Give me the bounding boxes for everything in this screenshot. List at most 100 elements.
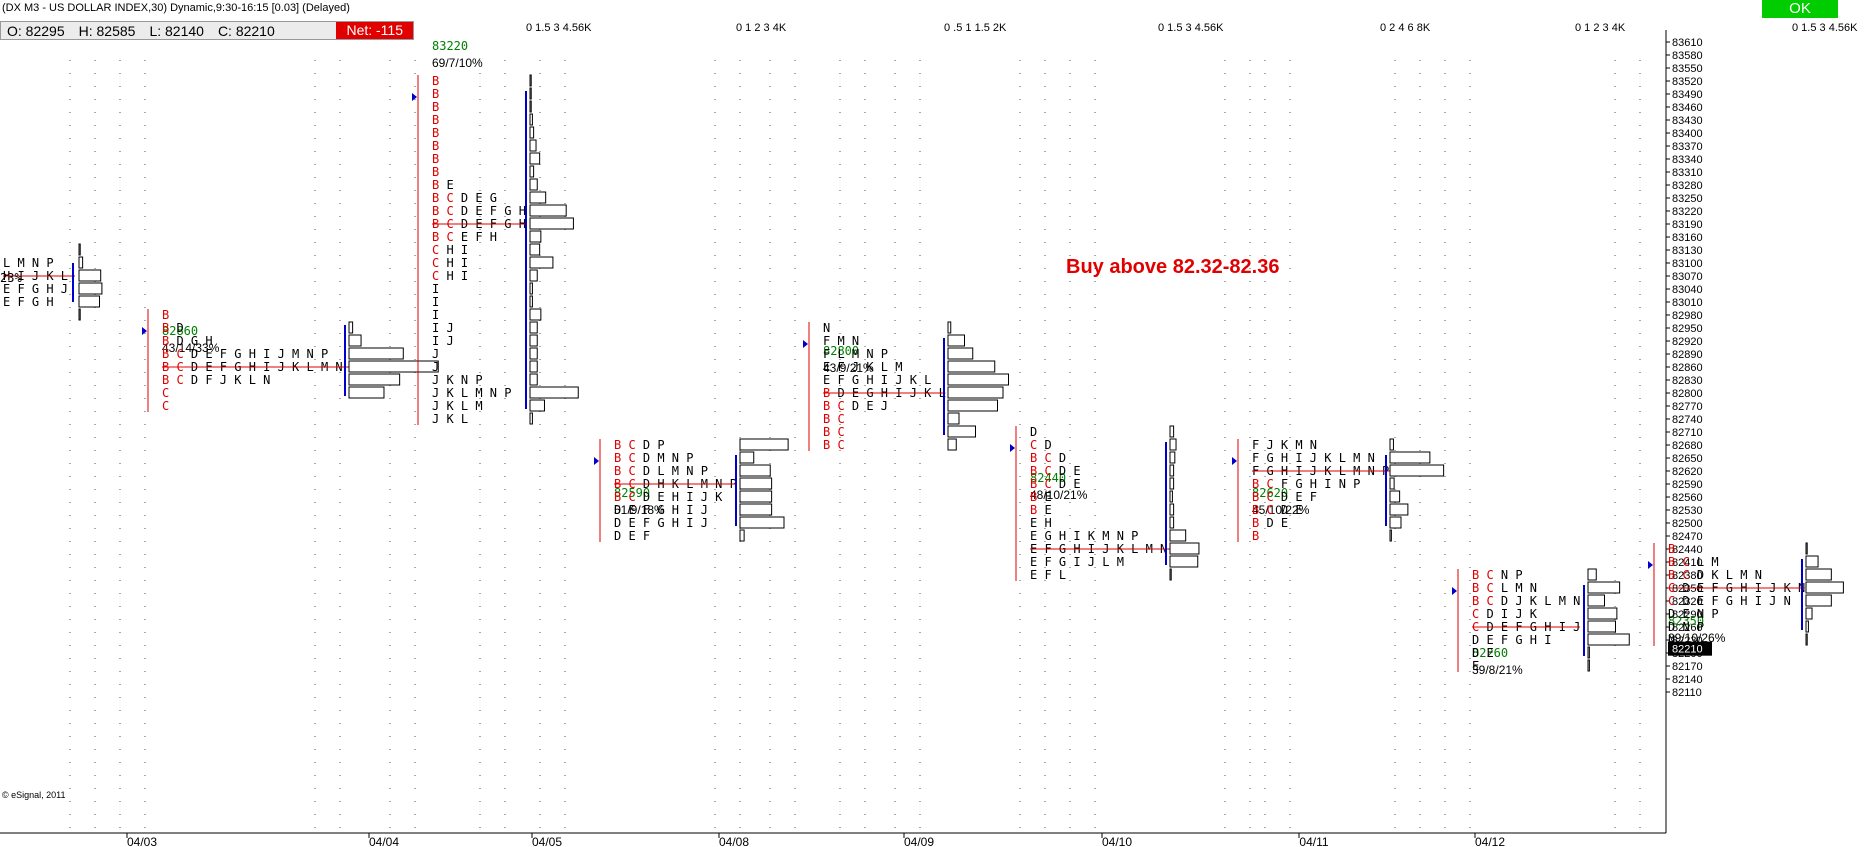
price-tick-label: 82440 — [1672, 544, 1703, 556]
tpo-initial-balance: B C — [1252, 503, 1281, 517]
tpo-row: I — [432, 308, 439, 322]
volume-bar — [1805, 594, 1832, 607]
price-tick-label: 83550 — [1672, 63, 1703, 75]
volume-scale: 0 1.5 3 4.56K — [1792, 22, 1858, 34]
tpo-letters: D E — [1281, 503, 1303, 517]
open-marker — [1648, 561, 1653, 569]
tpo-initial-balance: B — [162, 334, 176, 348]
high-value: H: 82585 — [78, 22, 136, 39]
tpo-letters: J K L M — [432, 399, 483, 413]
tpo-letters: J K N P — [432, 373, 483, 387]
price-tick-label: 83280 — [1672, 180, 1703, 192]
open-marker — [803, 340, 808, 348]
volume-bar — [1389, 438, 1394, 451]
open-marker — [142, 327, 147, 335]
price-tick-label: 83520 — [1672, 76, 1703, 88]
tpo-initial-balance: B C — [1030, 477, 1059, 491]
price-tick-label: 82140 — [1672, 674, 1703, 686]
tpo-letters: F G H I N P — [1281, 477, 1360, 491]
volume-bar — [78, 269, 102, 282]
tpo-initial-balance: C — [1472, 607, 1486, 621]
price-tick-label: 82710 — [1672, 427, 1703, 439]
tpo-letters: E — [1044, 503, 1051, 517]
tpo-row: D E F G H I — [1472, 633, 1551, 647]
price-tick-label: 82620 — [1672, 466, 1703, 478]
volume-scale: 0 .5 1 1.5 2K — [944, 22, 1007, 34]
date-label: 04/05 — [532, 835, 562, 847]
tpo-row: B E — [432, 178, 454, 192]
tpo-initial-balance: B — [432, 74, 439, 88]
tpo-letters: I J — [432, 321, 454, 335]
tpo-letters: J — [432, 360, 439, 374]
current-price-marker — [1668, 641, 1712, 656]
volume-bar — [529, 347, 538, 360]
price-tick-label: 82800 — [1672, 388, 1703, 400]
volume-bar — [348, 373, 401, 386]
volume-bar — [1169, 529, 1187, 542]
tpo-initial-balance: B C — [614, 451, 643, 465]
volume-bar — [529, 373, 538, 386]
tpo-row: F M N — [823, 334, 859, 348]
session-profile: 82620 45/10/22% F J K M NF G H I J K L M N… — [1232, 438, 1445, 543]
tpo-row: E F G I J L M — [1030, 555, 1124, 569]
volume-bar — [947, 373, 1009, 386]
tpo-initial-balance: B — [1252, 529, 1259, 543]
tpo-row: C D I J K — [1472, 607, 1538, 621]
date-label: 04/10 — [1102, 835, 1132, 847]
volume-bar — [1389, 529, 1392, 542]
tpo-row: I J — [432, 334, 454, 348]
date-label: 04/04 — [369, 835, 399, 847]
volume-bar — [78, 308, 81, 321]
volume-bar — [1169, 490, 1173, 503]
current-price-label: 82210 — [1672, 644, 1703, 656]
tpo-row: B C D E G — [432, 191, 497, 205]
tpo-row: B — [432, 139, 439, 153]
price-tick-label: 82410 — [1672, 557, 1703, 569]
tpo-letters: D E F G H I — [1472, 633, 1551, 647]
tpo-initial-balance: B — [432, 126, 439, 140]
tpo-row: B C D E — [1030, 477, 1081, 491]
poc-price-label: 82800 — [823, 344, 859, 358]
volume-scale: 0 1.5 3 4.56K — [1158, 22, 1224, 34]
open-value: O: 82295 — [7, 22, 65, 39]
volume-bar — [1587, 659, 1590, 672]
price-tick-label: 83400 — [1672, 128, 1703, 140]
tpo-row: B — [1252, 529, 1259, 543]
dot-grid — [69, 60, 1641, 833]
tpo-row: N — [823, 321, 830, 335]
tpo-letters: E F G H — [3, 295, 54, 309]
price-tick-label: 83220 — [1672, 206, 1703, 218]
tpo-letters: E F G I J L M — [1030, 555, 1124, 569]
volume-bar — [1169, 555, 1199, 568]
tpo-letters: D J K L M N — [1501, 594, 1580, 608]
tpo-letters: D E H I J K — [643, 490, 723, 504]
ok-button[interactable]: OK — [1762, 0, 1838, 18]
tpo-letters: D E — [1059, 477, 1081, 491]
price-tick-label: 82170 — [1672, 661, 1703, 673]
tpo-letters: E F L — [1030, 568, 1066, 582]
tpo-initial-balance: C — [1030, 438, 1044, 452]
volume-bar — [1587, 607, 1618, 620]
tpo-row: B C N P — [1472, 568, 1523, 582]
volume-bar — [947, 425, 976, 438]
tpo-row: B C L M N — [1472, 581, 1537, 595]
tpo-letters: J — [432, 347, 439, 361]
tpo-row: B — [432, 113, 439, 127]
tpo-row: E — [1472, 659, 1479, 673]
volume-bar — [739, 529, 745, 542]
volume-bar — [1805, 633, 1808, 646]
tpo-letters: D E J — [852, 399, 888, 413]
volume-bar — [1587, 620, 1616, 633]
price-tick-label: 83580 — [1672, 50, 1703, 62]
tpo-row: E F L — [1030, 568, 1066, 582]
tpo-row: E F G H I J K L — [823, 373, 931, 387]
tpo-letters: I — [432, 282, 439, 296]
tpo-letters: D E G — [461, 191, 497, 205]
tpo-row: B C — [823, 438, 845, 452]
tpo-letters: D E F G H I J N — [1682, 594, 1790, 608]
tpo-row: E F J K L M — [823, 360, 902, 374]
price-tick-label: 83370 — [1672, 141, 1703, 153]
tpo-letters: D — [1030, 425, 1037, 439]
